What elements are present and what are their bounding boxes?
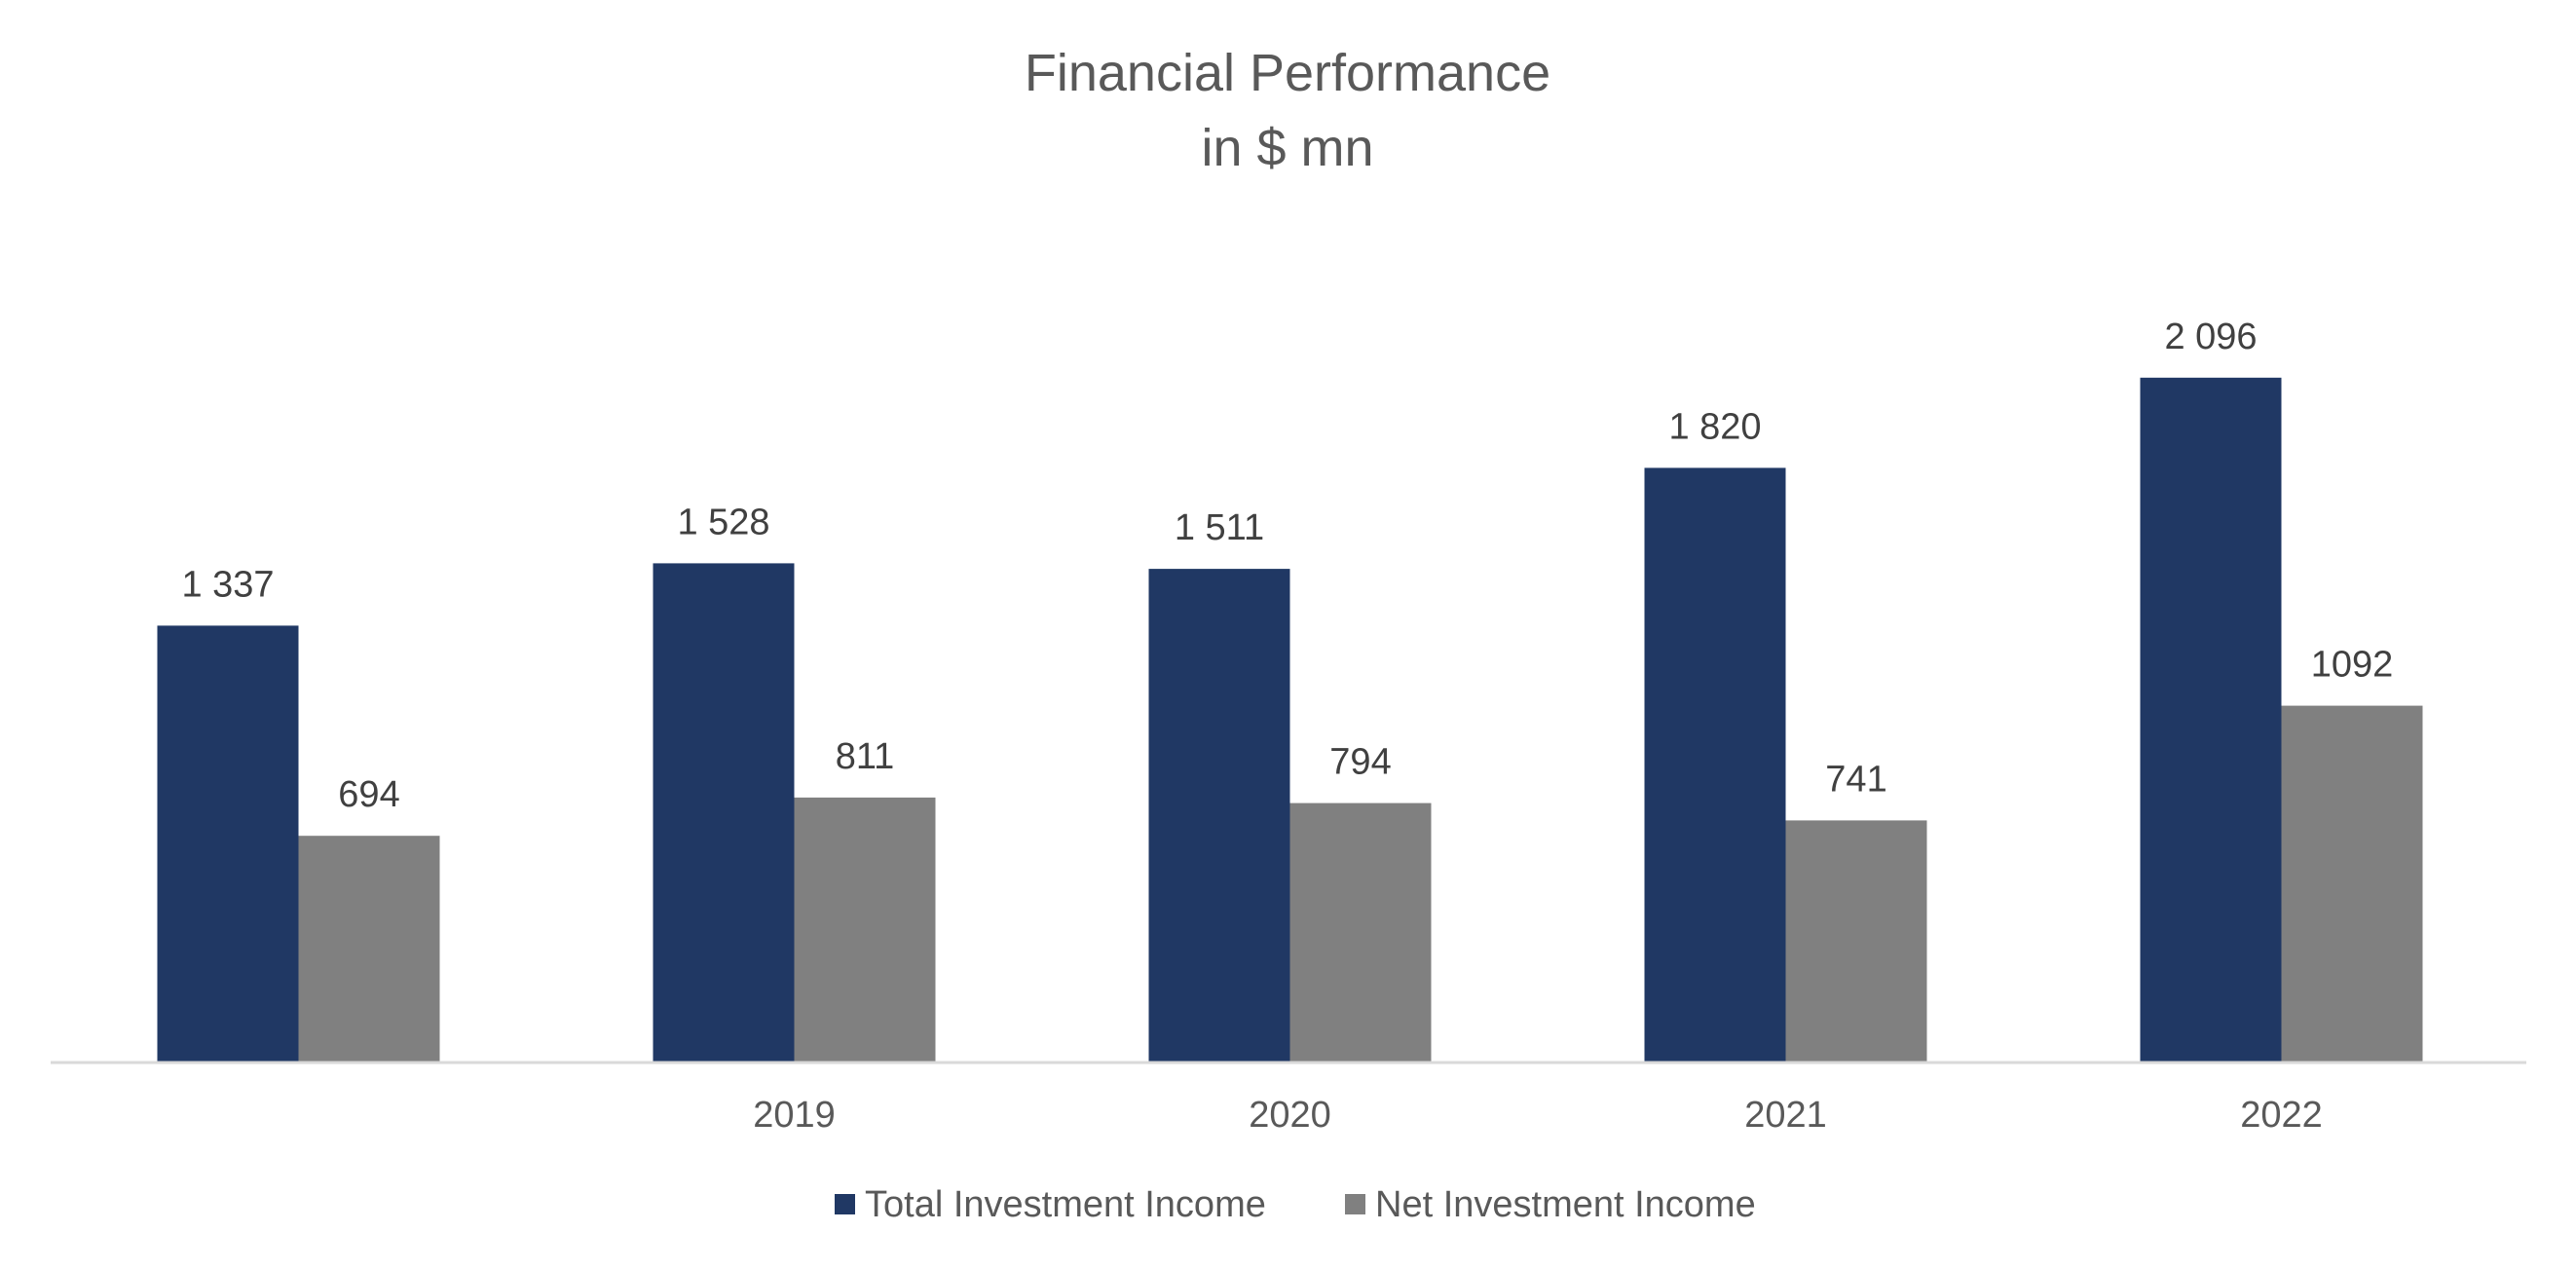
data-label-total-investment-income-2020: 1 511 (1175, 507, 1264, 548)
data-label-net-investment-income-2021: 741 (1825, 759, 1886, 800)
x-tick-label-2020: 2020 (1249, 1095, 1331, 1136)
chart-title-line: Financial Performance (1025, 44, 1550, 102)
bar-net-investment-income-2022 (2281, 705, 2423, 1063)
bar-net-investment-income-2020 (1289, 802, 1432, 1063)
bar-total-investment-income-2022 (2140, 377, 2282, 1063)
bar-total-investment-income-2020 (1148, 569, 1290, 1063)
data-label-net-investment-income-first: 694 (338, 774, 399, 815)
data-label-net-investment-income-2020: 794 (1329, 742, 1391, 783)
x-tick-label-2022: 2022 (2240, 1095, 2323, 1136)
bar-net-investment-income-2021 (1785, 820, 1927, 1063)
legend-label-total-investment-income: Total Investment Income (865, 1184, 1266, 1225)
chart-title: Financial Performance in $ mn (1025, 44, 1550, 177)
bars-group (157, 377, 2423, 1063)
bar-total-investment-income-first (157, 625, 299, 1063)
legend-swatch-net-investment-income (1345, 1194, 1365, 1214)
data-labels-group: 1 337 694 1 528 811 1 511 794 1 820 741 2 096 109… (181, 317, 2393, 815)
data-label-total-investment-income-2022: 2 096 (2164, 317, 2257, 357)
legend-swatch-total-investment-income (835, 1194, 855, 1214)
data-label-net-investment-income-2022: 1092 (2311, 645, 2394, 686)
chart-subtitle: in $ mn (1201, 119, 1373, 177)
bar-total-investment-income-2021 (1644, 467, 1786, 1063)
data-label-total-investment-income-2019: 1 528 (677, 502, 769, 542)
data-label-total-investment-income-2021: 1 820 (1668, 406, 1761, 447)
legend-label-net-investment-income: Net Investment Income (1375, 1184, 1756, 1225)
data-label-net-investment-income-2019: 811 (836, 736, 895, 777)
x-tick-labels: 2019 2020 2021 2022 (753, 1095, 2323, 1136)
bar-net-investment-income-2019 (794, 797, 936, 1063)
x-tick-label-2019: 2019 (753, 1095, 836, 1136)
bar-net-investment-income-first (298, 836, 440, 1063)
x-tick-label-2021: 2021 (1744, 1095, 1827, 1136)
bar-total-investment-income-2019 (653, 563, 795, 1063)
legend: Total Investment Income Net Investment I… (835, 1184, 1756, 1225)
data-label-total-investment-income-first: 1 337 (181, 564, 274, 605)
